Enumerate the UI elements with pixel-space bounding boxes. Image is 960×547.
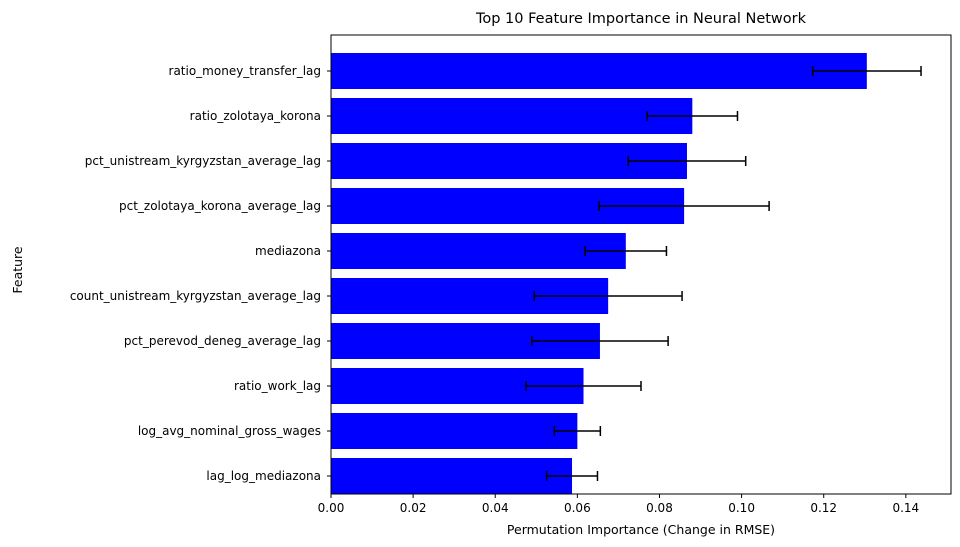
errorbar-lag_log_mediazona	[545, 471, 599, 481]
errorbar-ratio_zolotaya_korona	[646, 111, 739, 121]
x-tick-label: 0.12	[810, 501, 837, 515]
bar-lag_log_mediazona	[331, 458, 573, 494]
y-axis-label: Feature	[10, 246, 25, 294]
y-tick-label: mediazona	[255, 244, 321, 258]
y-tick-label: count_unistream_kyrgyzstan_average_lag	[70, 289, 321, 303]
errorbar-pct_unistream_kyrgyzstan_average_lag	[627, 156, 747, 166]
x-axis-label: Permutation Importance (Change in RMSE)	[507, 522, 775, 537]
y-axis: ratio_money_transfer_lag ratio_zolotaya_k…	[70, 64, 331, 483]
errorbar-count_unistream_kyrgyzstan_average_lag	[533, 291, 683, 301]
chart-title: Top 10 Feature Importance in Neural Netw…	[475, 11, 807, 27]
x-tick-label: 0.00	[318, 501, 345, 515]
y-tick-label: lag_log_mediazona	[206, 469, 321, 483]
bars-layer	[331, 53, 867, 494]
x-axis: 0.00 0.02 0.04 0.06 0.08 0.10 0.12 0.14	[318, 494, 919, 515]
y-tick-label: ratio_work_lag	[234, 379, 321, 393]
errorbar-mediazona	[584, 246, 668, 256]
y-tick-label: log_avg_nominal_gross_wages	[138, 424, 321, 438]
y-tick-label: pct_perevod_deneg_average_lag	[124, 334, 321, 348]
x-tick-label: 0.06	[564, 501, 591, 515]
y-tick-label: ratio_zolotaya_korona	[190, 109, 321, 123]
errorbar-ratio_work_lag	[525, 381, 642, 391]
bar-ratio_zolotaya_korona	[331, 98, 693, 134]
x-tick-label: 0.04	[482, 501, 509, 515]
errorbars-layer	[525, 66, 922, 481]
errorbar-log_avg_nominal_gross_wages	[553, 426, 602, 436]
x-tick-label: 0.08	[646, 501, 673, 515]
x-tick-label: 0.14	[892, 501, 919, 515]
bar-log_avg_nominal_gross_wages	[331, 413, 578, 449]
plot-frame	[330, 34, 952, 495]
y-tick-label: pct_zolotaya_korona_average_lag	[119, 199, 321, 213]
y-tick-label: ratio_money_transfer_lag	[169, 64, 321, 78]
errorbar-pct_zolotaya_korona_average_lag	[598, 201, 770, 211]
errorbar-ratio_money_transfer_lag	[811, 66, 922, 76]
x-tick-label: 0.02	[400, 501, 427, 515]
x-tick-label: 0.10	[728, 501, 755, 515]
bar-ratio_money_transfer_lag	[331, 53, 867, 89]
y-tick-label: pct_unistream_kyrgyzstan_average_lag	[85, 154, 321, 168]
errorbar-pct_perevod_deneg_average_lag	[531, 336, 669, 346]
bar-mediazona	[331, 233, 626, 269]
